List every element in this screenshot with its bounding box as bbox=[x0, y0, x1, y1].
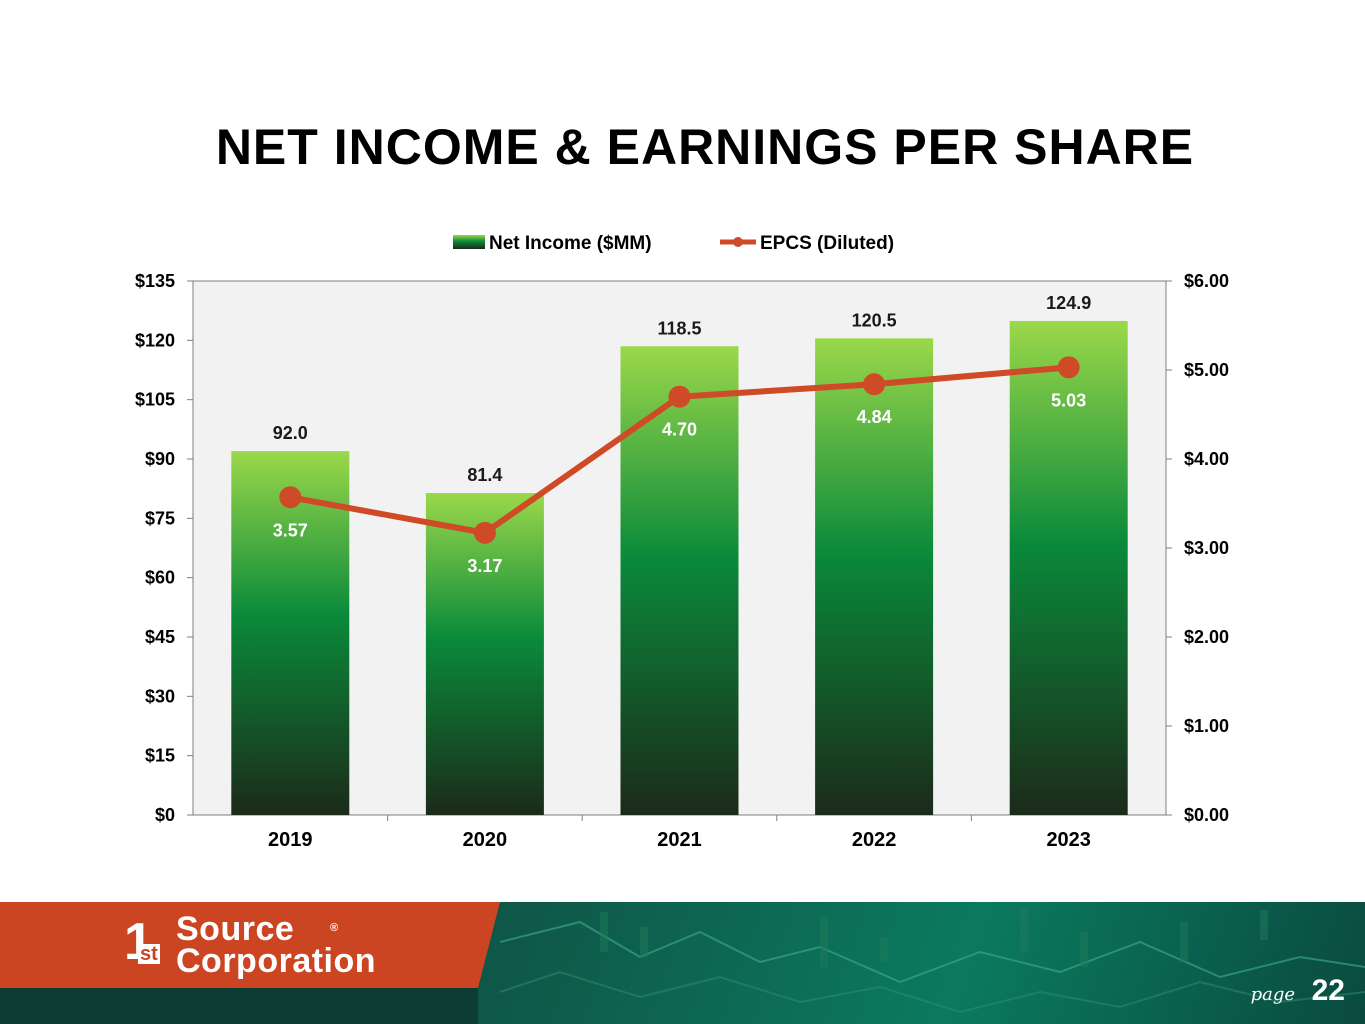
logo-st: st bbox=[138, 943, 160, 965]
bar-2023 bbox=[1009, 320, 1128, 815]
chart: 92.0 81.4 118.5 120.5 124.9 3.57 3.17 4.70 4.84… bbox=[135, 233, 1229, 851]
left-tick-label: $0 bbox=[155, 805, 175, 825]
epcs-label-2019: 3.57 bbox=[273, 520, 308, 540]
left-tick-label: $30 bbox=[145, 686, 175, 706]
left-tick-label: $60 bbox=[145, 568, 175, 588]
epcs-point-2023 bbox=[1057, 356, 1080, 379]
left-tick-label: $45 bbox=[145, 627, 175, 647]
bar-2022 bbox=[815, 338, 934, 815]
epcs-point-2021 bbox=[668, 385, 691, 408]
left-tick-label: $15 bbox=[145, 746, 175, 766]
left-tick-label: $90 bbox=[145, 449, 175, 469]
legend-label-net-income: Net Income ($MM) bbox=[489, 233, 652, 254]
bar-label-2021: 118.5 bbox=[657, 318, 701, 338]
epcs-point-2019 bbox=[279, 486, 302, 509]
legend-swatch-net-income bbox=[453, 235, 485, 249]
page-title: NET INCOME & EARNINGS PER SHARE bbox=[215, 119, 1195, 175]
epcs-label-2023: 5.03 bbox=[1051, 390, 1086, 410]
left-tick-label: $120 bbox=[135, 330, 175, 350]
x-tick-label-2019: 2019 bbox=[268, 829, 313, 851]
footer: 1 st Source ® Corporation page 22 bbox=[0, 902, 1365, 1024]
right-tick-label: $2.00 bbox=[1184, 627, 1229, 647]
logo-corporation: Corporation bbox=[176, 942, 377, 980]
x-tick-label-2020: 2020 bbox=[463, 829, 508, 851]
x-tick-label-2023: 2023 bbox=[1046, 829, 1091, 851]
right-tick-label: $3.00 bbox=[1184, 538, 1229, 558]
left-tick-label: $75 bbox=[145, 508, 175, 528]
epcs-label-2022: 4.84 bbox=[857, 407, 892, 427]
x-tick-label-2022: 2022 bbox=[852, 829, 897, 851]
bar-label-2020: 81.4 bbox=[467, 465, 502, 485]
epcs-label-2021: 4.70 bbox=[662, 420, 697, 440]
bar-2019 bbox=[231, 451, 350, 815]
left-tick-label: $135 bbox=[135, 271, 175, 291]
bar-label-2022: 120.5 bbox=[852, 310, 897, 330]
footer-dark-strip bbox=[0, 988, 478, 1024]
bar-label-2019: 92.0 bbox=[273, 423, 308, 443]
bar-2021 bbox=[620, 346, 739, 815]
epcs-point-2022 bbox=[863, 373, 886, 396]
logo-registered-mark: ® bbox=[330, 922, 339, 934]
left-tick-label: $105 bbox=[135, 390, 175, 410]
epcs-point-2020 bbox=[473, 521, 496, 544]
x-tick-label-2021: 2021 bbox=[657, 829, 702, 851]
page-number: 22 bbox=[1311, 974, 1345, 1007]
bar-2020 bbox=[425, 493, 544, 815]
right-tick-label: $5.00 bbox=[1184, 360, 1229, 380]
logo-source: Source bbox=[176, 910, 295, 948]
legend-marker-epcs bbox=[733, 237, 743, 247]
brand-block bbox=[0, 902, 500, 988]
bar-label-2023: 124.9 bbox=[1046, 293, 1091, 313]
right-tick-label: $6.00 bbox=[1184, 271, 1229, 291]
page-label: page bbox=[1250, 984, 1295, 1005]
right-tick-label: $4.00 bbox=[1184, 449, 1229, 469]
legend-label-epcs: EPCS (Diluted) bbox=[760, 233, 894, 254]
right-tick-label: $0.00 bbox=[1184, 805, 1229, 825]
chart-background-decoration bbox=[499, 907, 1365, 1014]
epcs-label-2020: 3.17 bbox=[467, 556, 502, 576]
right-tick-label: $1.00 bbox=[1184, 716, 1229, 736]
